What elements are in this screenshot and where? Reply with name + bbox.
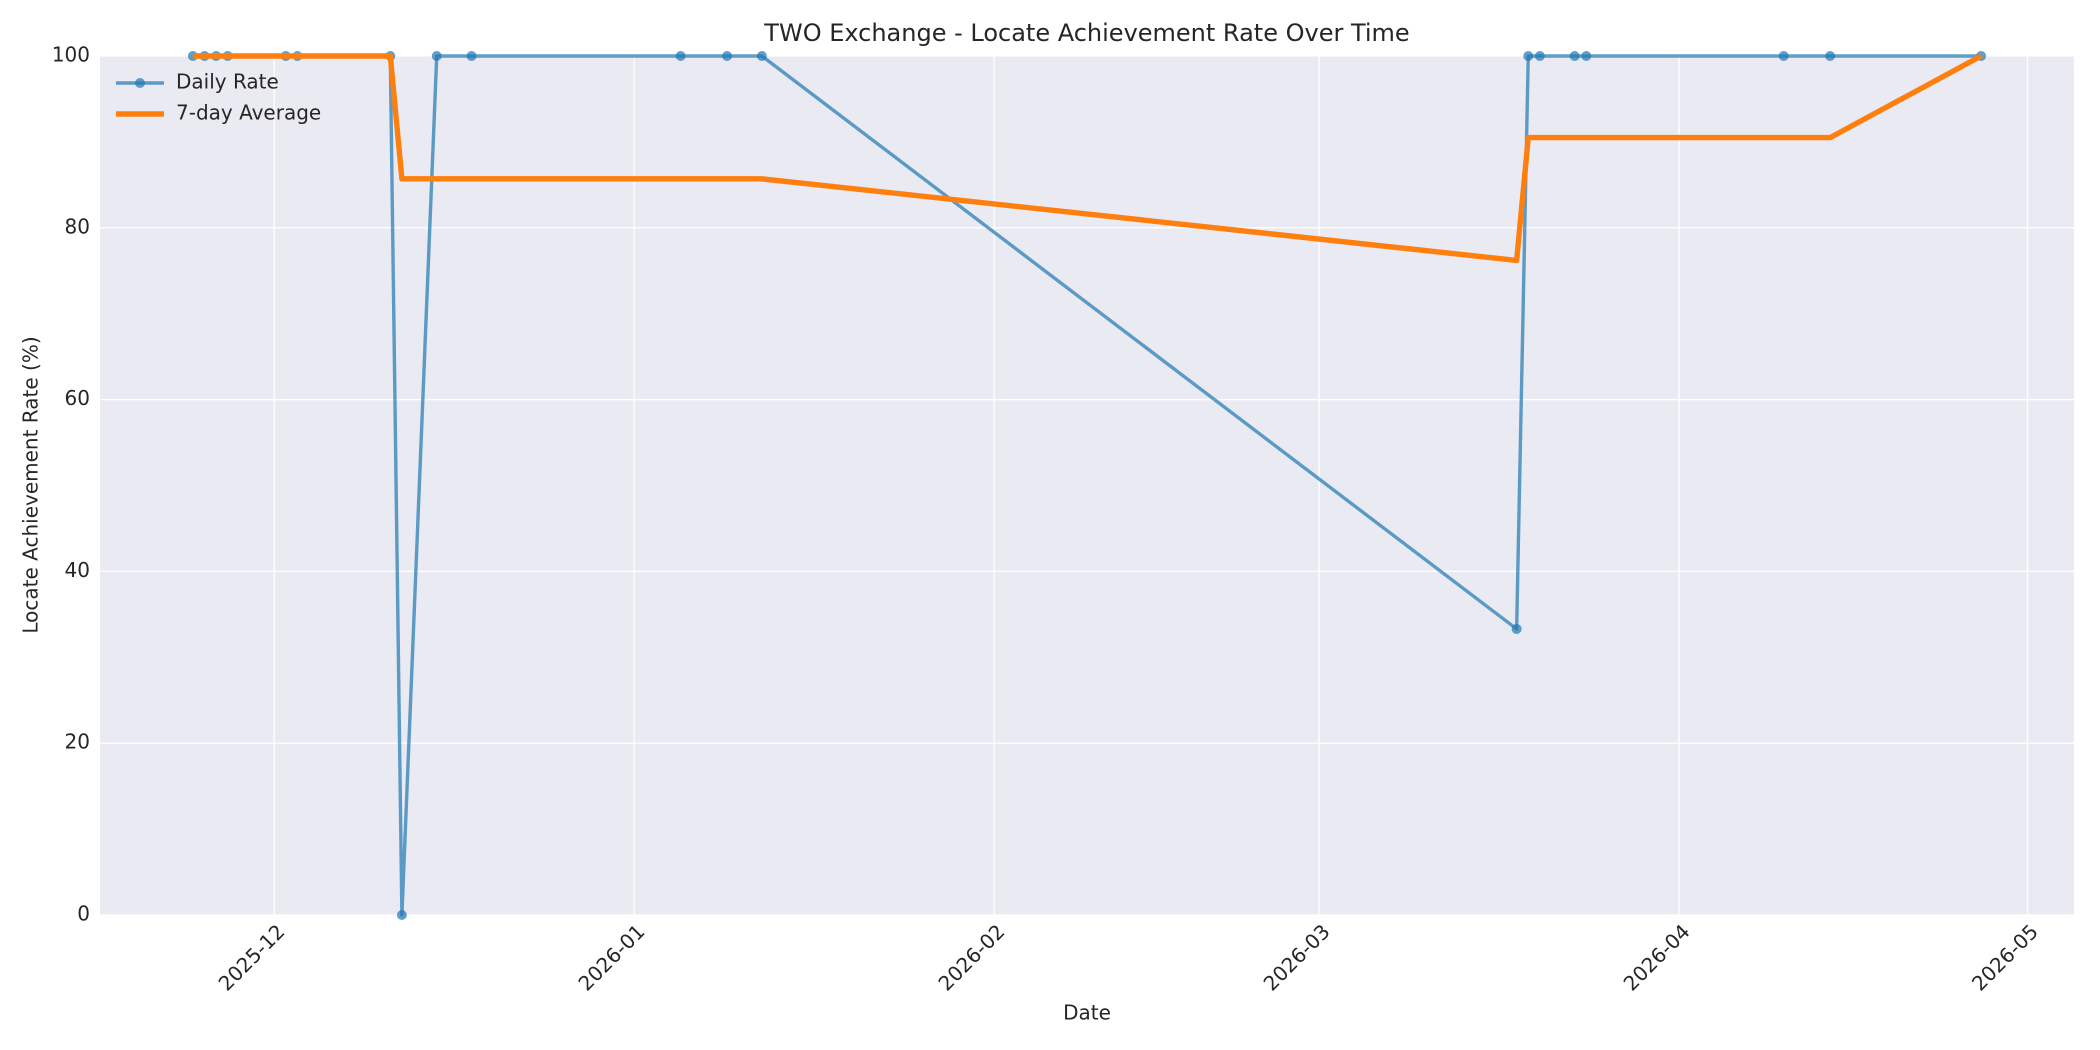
point (1534, 51, 1545, 61)
y-tick-label: 100 (52, 43, 90, 67)
x-tick-label: 2026-02 (933, 919, 1009, 995)
y-tick-label: 0 (77, 902, 90, 926)
legend-label: Daily Rate (176, 70, 279, 94)
plot-area (100, 56, 2074, 915)
x-tick-label: 2026-04 (1619, 919, 1695, 995)
y-tick-label: 80 (65, 214, 90, 238)
point (1581, 51, 1592, 61)
y-tick-label: 20 (65, 730, 90, 754)
x-tick-label: 2026-03 (1259, 919, 1335, 995)
legend-label: 7-day Average (176, 101, 321, 125)
point (466, 51, 477, 61)
point (396, 910, 407, 920)
point (1778, 51, 1789, 61)
series-line (192, 53, 1983, 264)
point (756, 51, 767, 61)
point (431, 51, 442, 61)
y-tick-label: 60 (65, 386, 90, 410)
chart-title: TWO Exchange - Locate Achievement Rate O… (763, 19, 1409, 47)
series (192, 53, 1983, 264)
legend-marker (135, 78, 145, 88)
x-tick-label: 2026-01 (573, 919, 649, 995)
point (1825, 51, 1836, 61)
y-tick-label: 40 (65, 558, 90, 582)
grid (100, 55, 2074, 916)
point (722, 51, 733, 61)
x-axis-label: Date (1063, 1001, 1111, 1025)
x-tick-label: 2025-12 (214, 919, 290, 995)
point (1523, 51, 1534, 61)
x-tick-label: 2026-05 (1967, 919, 2043, 995)
y-axis-label: Locate Achievement Rate (%) (19, 336, 43, 633)
point (1511, 623, 1522, 634)
point (1569, 51, 1580, 61)
point (675, 51, 686, 61)
